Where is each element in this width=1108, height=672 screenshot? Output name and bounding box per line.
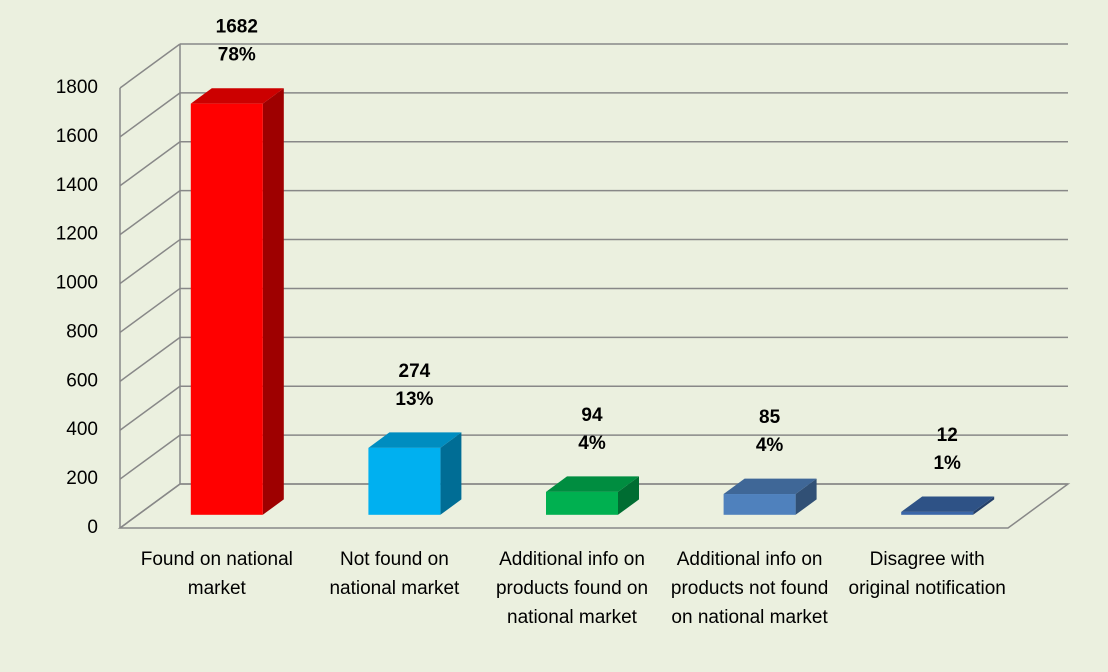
x-tick-label: Disagree with original notification xyxy=(848,549,1006,599)
wall-line xyxy=(119,43,181,89)
bar-top xyxy=(190,88,284,104)
value-label: 94 xyxy=(581,405,603,426)
bar-side xyxy=(262,88,284,515)
bar-front xyxy=(723,494,796,515)
percent-label: 78% xyxy=(218,45,256,66)
percent-label: 4% xyxy=(756,435,784,456)
y-tick-label: 400 xyxy=(66,419,98,440)
wall-line xyxy=(119,141,181,187)
wall-line xyxy=(119,287,181,334)
y-tick-label: 1000 xyxy=(56,273,98,294)
wall-line xyxy=(119,385,181,431)
bar-top xyxy=(368,432,462,448)
percent-label: 13% xyxy=(395,389,433,410)
bar xyxy=(190,88,284,515)
bar xyxy=(723,478,817,515)
bar-front xyxy=(190,103,263,515)
y-tick-label: 800 xyxy=(66,321,98,342)
percent-label: 4% xyxy=(578,433,606,454)
x-tick-label: Not found on national market xyxy=(329,549,460,599)
bar-front xyxy=(546,491,618,515)
x-tick-label: Additional info on products found on nat… xyxy=(495,549,649,628)
wall-line xyxy=(119,483,181,529)
y-tick-label: 0 xyxy=(87,517,98,538)
bar-top xyxy=(723,478,817,495)
bar-side xyxy=(973,496,995,515)
y-tick-label: 1800 xyxy=(56,77,98,98)
y-tick-label: 1400 xyxy=(56,175,98,196)
wall-line xyxy=(119,238,181,285)
wall-line xyxy=(119,190,181,236)
bar xyxy=(546,476,639,515)
wall-line xyxy=(119,336,181,382)
x-tick-label: Found on national market xyxy=(140,549,293,599)
wall-line xyxy=(119,434,181,480)
value-label: 274 xyxy=(399,361,431,382)
value-label: 1682 xyxy=(216,17,258,38)
y-tick-label: 600 xyxy=(66,370,98,391)
y-tick-label: 200 xyxy=(66,468,98,489)
bar-top xyxy=(546,476,639,492)
wall-line xyxy=(119,92,181,138)
bar-front xyxy=(368,447,441,515)
bar-side xyxy=(440,432,462,515)
percent-label: 1% xyxy=(933,453,961,474)
y-tick-label: 1200 xyxy=(56,224,98,245)
bar xyxy=(901,496,995,515)
x-tick-label: Additional info on products not found on… xyxy=(670,549,829,628)
bar-top xyxy=(901,496,995,512)
value-label: 12 xyxy=(937,425,958,446)
bar-side xyxy=(618,476,639,515)
y-tick-label: 1600 xyxy=(56,126,98,147)
bar xyxy=(368,432,462,515)
bar-side xyxy=(795,478,817,515)
bar-front xyxy=(901,511,974,515)
value-label: 85 xyxy=(759,407,781,428)
